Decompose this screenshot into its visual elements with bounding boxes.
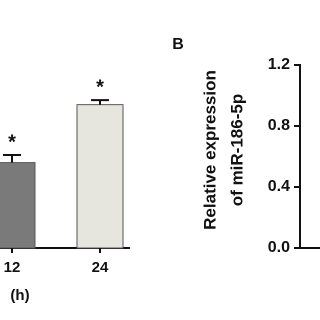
x-tick-label: 12 [4, 259, 21, 276]
panel-label: B [172, 36, 184, 53]
annotation: * [8, 131, 16, 153]
bar [76, 104, 124, 249]
y-tick-label: 1.2 [268, 56, 290, 73]
y-tick-label: 0.4 [268, 178, 290, 195]
x-tick-label: 24 [92, 259, 109, 276]
y-axis-label: Relative expression [200, 70, 219, 230]
y-axis-label: of miR-186-5p [227, 94, 246, 206]
x-axis-label: (h) [10, 287, 29, 304]
bar [0, 162, 36, 249]
y-tick-label: 0.0 [268, 239, 290, 256]
annotation: * [96, 76, 104, 98]
y-tick-label: 0.8 [268, 117, 290, 134]
